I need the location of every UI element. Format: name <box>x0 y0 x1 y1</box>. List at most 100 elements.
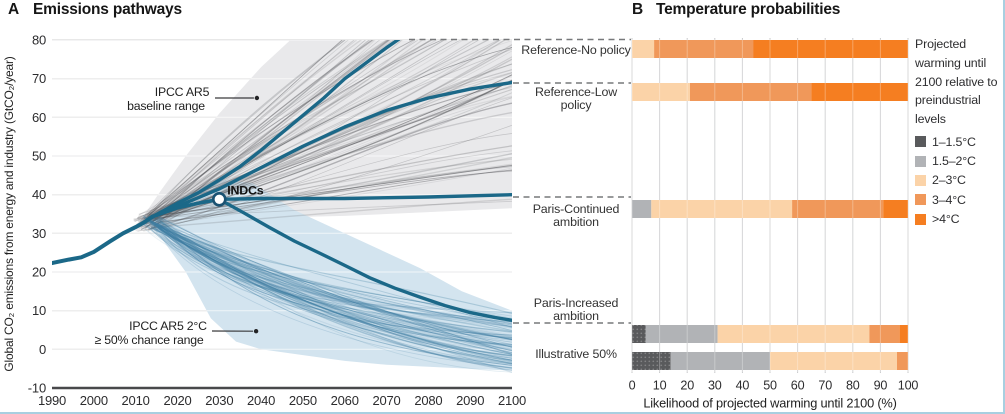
x-tick-label-a: 2030 <box>205 393 233 408</box>
bar-segment--4-C <box>899 325 908 343</box>
bar-segment-3-4-C <box>869 325 900 343</box>
x-tick-label-b: 30 <box>708 379 722 393</box>
x-tick-label-a: 2090 <box>456 393 484 408</box>
annotation-text: baseline range <box>127 99 205 113</box>
panel-a-title: Emissions pathways <box>33 1 182 18</box>
annotation-pointer-dot <box>253 329 259 334</box>
bar-segment--4-C <box>883 200 908 218</box>
bar-segment-1-5-2-C <box>670 352 770 370</box>
bar-segment-1-1-5-C <box>632 325 646 343</box>
bar-segment-3-4-C <box>690 83 812 101</box>
x-axis-label-b: Likelihood of projected warming until 21… <box>643 396 896 411</box>
panel-b-heading: B Temperature probabilities <box>632 1 840 19</box>
x-tick-label-a: 2080 <box>414 393 442 408</box>
x-tick-label-a: 1990 <box>38 393 66 408</box>
bar-segment-1-1-5-C <box>632 352 671 370</box>
y-tick-label-a: -10 <box>28 381 46 396</box>
legend-label: >4°C <box>932 212 960 227</box>
legend-item: 3–4°C <box>915 190 1005 209</box>
y-tick-label-a: 40 <box>32 187 46 202</box>
scenario-label-paris-continued-ambition: Paris-Continued ambition <box>532 202 620 230</box>
bar-segment-2-3-C <box>651 200 793 218</box>
plot-area-a <box>52 40 512 373</box>
annotation-pointer-dot <box>254 95 260 101</box>
scenario-label-illustrative-50-: Illustrative 50% <box>535 347 617 361</box>
y-tick-label-a: 50 <box>32 149 46 164</box>
x-tick-label-a: 2060 <box>331 393 359 408</box>
legend-item: >4°C <box>915 210 1005 229</box>
x-tick-label-b: 20 <box>680 379 694 393</box>
series-line-paris-increased-ambition <box>150 197 512 322</box>
y-tick-label-a: 60 <box>32 110 46 125</box>
panel-a-heading: A Emissions pathways <box>8 1 182 19</box>
y-tick-label-a: 10 <box>32 303 46 318</box>
x-tick-label-b: 100 <box>898 379 919 393</box>
legend-swatch <box>915 174 926 186</box>
legend-item: 2–3°C <box>915 171 1005 190</box>
band-ipcc-2c-range <box>148 179 512 371</box>
x-tick-label-b: 80 <box>846 379 860 393</box>
scenario-label-paris-increased-ambition: Paris-Increased ambition <box>533 296 619 324</box>
series-line-reference-low-policy <box>150 80 512 219</box>
bar-segment-2-3-C <box>717 325 870 343</box>
legend-title: Projected warming until 2100 relative to… <box>915 37 998 127</box>
legend-swatch <box>915 213 926 225</box>
panel-b-tag: B <box>632 1 643 18</box>
x-tick-label-a: 2100 <box>498 393 526 408</box>
x-tick-label-a: 2010 <box>122 393 150 408</box>
annotation-text: IPCC AR5 2°C <box>129 319 207 333</box>
scenario-label-reference-low-policy: Reference-Low policy <box>534 85 618 113</box>
series-line-historical <box>52 214 155 266</box>
legend-label: 1–1.5°C <box>932 134 976 149</box>
y-tick-label-a: 80 <box>32 33 46 48</box>
legend: Projected warming until 2100 relative to… <box>915 35 1005 229</box>
indcs-marker <box>212 192 227 207</box>
bar-segment--4-C <box>753 40 908 58</box>
bar-segment-2-3-C <box>632 40 655 58</box>
legend-item: 1–1.5°C <box>915 132 1005 151</box>
x-tick-label-b: 90 <box>874 379 888 393</box>
x-tick-label-b: 70 <box>818 379 832 393</box>
legend-label: 2–3°C <box>932 173 966 188</box>
x-tick-label-b: 10 <box>653 379 667 393</box>
x-tick-label-a: 2050 <box>289 393 317 408</box>
series-line-reference-no-policy <box>150 40 401 219</box>
figure-border-bottom <box>0 412 1005 414</box>
bar-segment-3-4-C <box>792 200 884 218</box>
legend-label: 1.5–2°C <box>932 154 976 169</box>
x-tick-label-b: 40 <box>736 379 750 393</box>
legend-swatch <box>915 194 926 206</box>
y-tick-label-a: 20 <box>32 265 46 280</box>
bar-segment-1-5-2-C <box>632 200 652 218</box>
x-tick-label-a: 2020 <box>163 393 191 408</box>
x-tick-label-a: 2070 <box>372 393 400 408</box>
bar-segment-3-4-C <box>654 40 754 58</box>
y-tick-label-a: 70 <box>32 71 46 86</box>
x-tick-label-b: 0 <box>629 379 636 393</box>
x-tick-label-a: 2000 <box>80 393 108 408</box>
legend-label: 3–4°C <box>932 192 966 207</box>
bar-segment--4-C <box>811 83 908 101</box>
y-axis-label-a: Global CO₂ emissions from energy and ind… <box>2 56 16 371</box>
legend-swatch <box>915 136 926 148</box>
legend-items: 1–1.5°C 1.5–2°C 2–3°C 3–4°C >4°C <box>915 132 1005 229</box>
figure-border-right <box>1003 0 1005 414</box>
y-tick-label-a: 30 <box>32 226 46 241</box>
annotation-text: ≥ 50% chance range <box>94 333 203 347</box>
x-tick-label-a: 2040 <box>247 393 275 408</box>
indcs-label: INDCs <box>227 183 263 197</box>
y-tick-label-a: 0 <box>39 342 46 357</box>
bar-segment-2-3-C <box>770 352 897 370</box>
panel-b-title: Temperature probabilities <box>656 1 841 18</box>
scenario-label-reference-no-policy: Reference-No policy <box>521 43 631 57</box>
legend-swatch <box>915 155 926 167</box>
legend-item: 1.5–2°C <box>915 151 1005 170</box>
bar-segment-3-4-C <box>897 352 908 370</box>
panel-a-tag: A <box>8 1 19 18</box>
bar-segment-1-5-2-C <box>645 325 718 343</box>
x-tick-label-b: 60 <box>791 379 805 393</box>
bar-segment-2-3-C <box>632 83 690 101</box>
annotation-text: IPCC AR5 <box>155 85 210 99</box>
